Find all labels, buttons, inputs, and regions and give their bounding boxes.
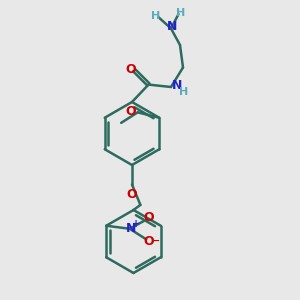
Text: O: O bbox=[144, 212, 154, 224]
Text: N: N bbox=[167, 20, 177, 33]
Text: H: H bbox=[179, 87, 189, 97]
Text: O: O bbox=[125, 63, 136, 76]
Text: N: N bbox=[126, 222, 136, 235]
Text: O: O bbox=[144, 235, 154, 248]
Text: +: + bbox=[132, 219, 140, 229]
Text: O: O bbox=[126, 105, 136, 118]
Text: N: N bbox=[172, 79, 183, 92]
Text: O: O bbox=[127, 188, 137, 201]
Text: H: H bbox=[176, 8, 185, 18]
Text: −: − bbox=[150, 236, 160, 246]
Text: H: H bbox=[152, 11, 160, 21]
